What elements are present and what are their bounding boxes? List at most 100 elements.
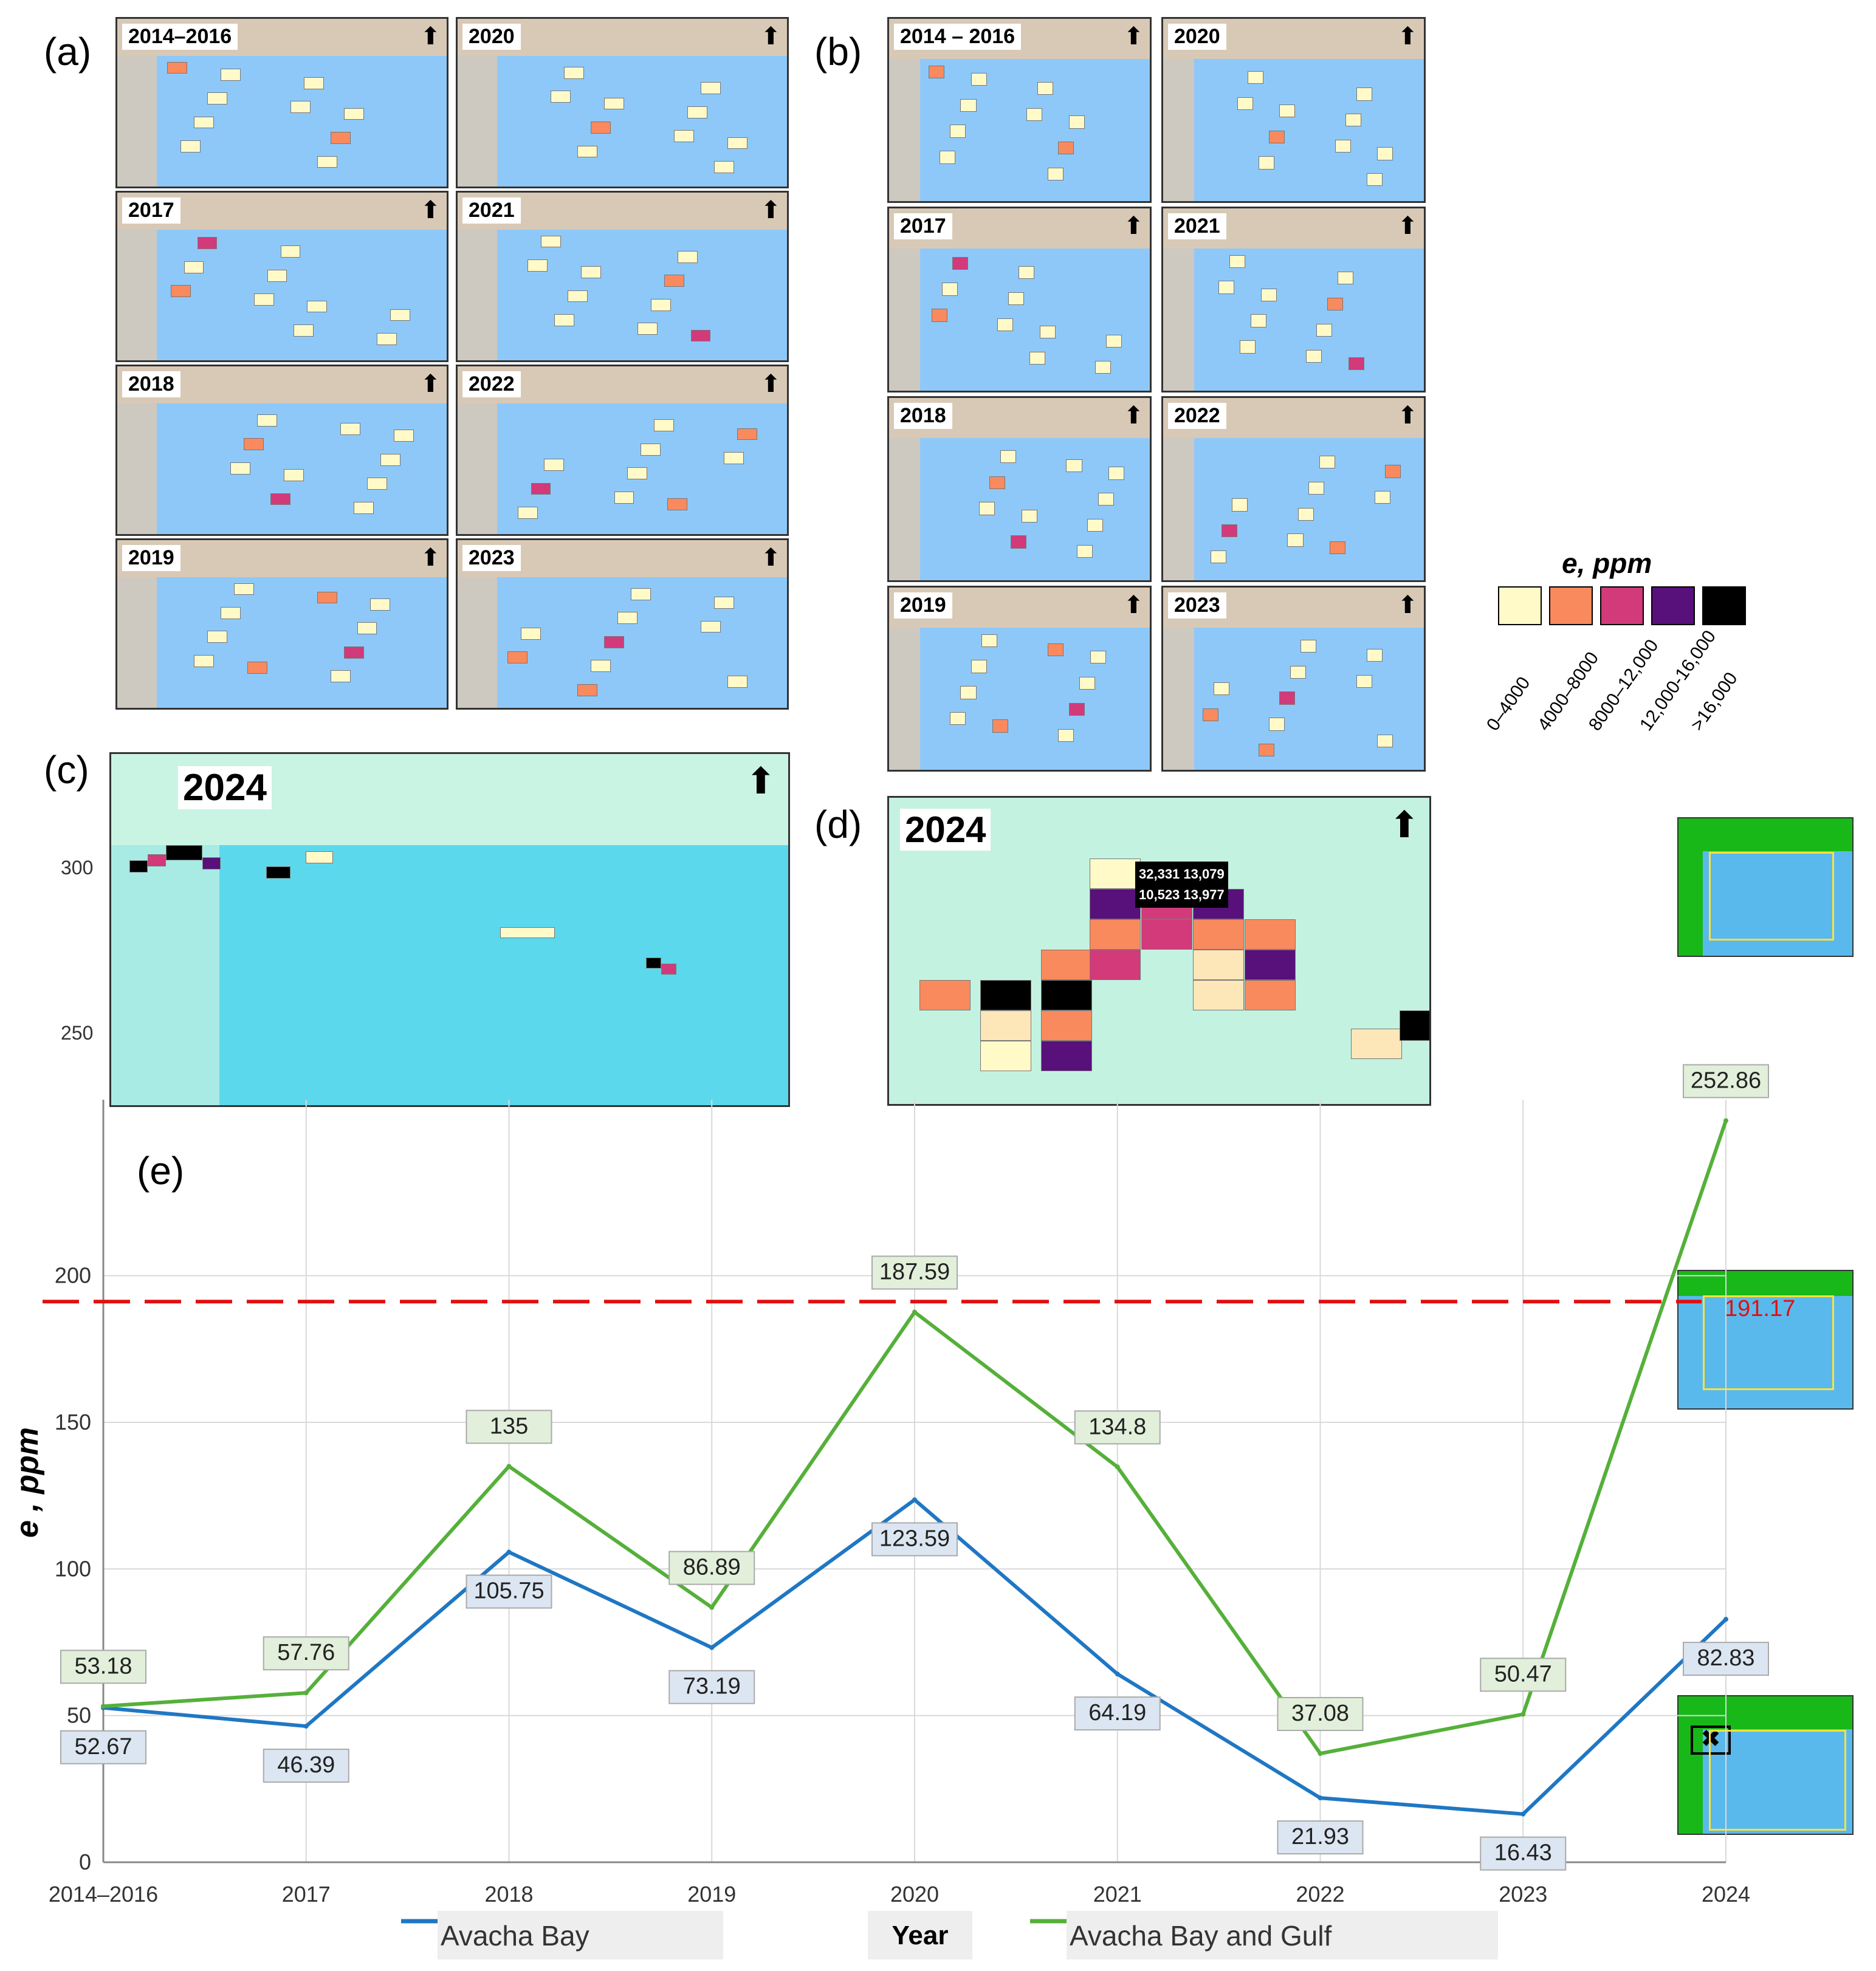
data-label-box	[263, 1636, 349, 1671]
legend-label: >16,000	[1687, 668, 1742, 735]
data-cell	[604, 97, 624, 110]
data-cell	[1330, 541, 1346, 555]
data-point	[1723, 1118, 1728, 1123]
data-label-box	[466, 1410, 552, 1444]
data-cell	[981, 634, 998, 647]
data-cell	[1041, 1010, 1092, 1041]
panel-a-map-2: 2017 ⬆	[115, 191, 448, 362]
panel-d-value: 13,079	[1183, 866, 1225, 882]
data-label-box	[871, 1255, 958, 1290]
data-cell	[343, 108, 364, 120]
data-cell	[1258, 744, 1274, 757]
data-cell	[290, 101, 311, 114]
data-cell	[1041, 950, 1092, 980]
data-cell	[1229, 255, 1245, 268]
map-year-label: 2019	[122, 545, 180, 571]
data-label: 16.43	[1494, 1840, 1552, 1866]
data-cell	[1066, 459, 1082, 473]
data-label: 64.19	[1088, 1700, 1146, 1726]
data-point	[506, 1464, 512, 1469]
north-arrow-icon: ⬆	[1397, 213, 1418, 239]
data-cell	[929, 65, 945, 78]
data-cell	[727, 137, 747, 149]
data-cell	[1250, 314, 1266, 327]
data-cell	[1058, 141, 1074, 155]
data-label: 46.39	[277, 1752, 335, 1778]
data-cell	[577, 684, 598, 696]
map-year-label: 2020	[1168, 24, 1226, 50]
data-cell	[306, 851, 333, 863]
data-label: 105.75	[473, 1579, 544, 1604]
data-label-box	[1480, 1836, 1567, 1871]
data-cell	[1348, 357, 1364, 371]
data-point	[1115, 1464, 1120, 1470]
data-label: 52.67	[74, 1734, 132, 1760]
data-label: 53.18	[74, 1653, 132, 1679]
data-cell	[1029, 351, 1045, 365]
data-cell	[1019, 266, 1035, 279]
north-arrow-icon: ⬆	[1123, 402, 1144, 429]
data-cell	[1279, 691, 1296, 705]
north-arrow-icon: ⬆	[420, 23, 441, 50]
data-cell	[1297, 507, 1314, 521]
panel-label-a: (a)	[44, 30, 92, 74]
data-cell	[377, 333, 397, 345]
data-point	[303, 1690, 309, 1696]
map-year-label: 2021	[1168, 213, 1226, 239]
data-cell	[637, 323, 658, 335]
data-cell	[960, 98, 977, 112]
map-year-label: 2021	[462, 197, 521, 224]
data-cell	[370, 598, 391, 611]
data-cell	[1366, 173, 1383, 187]
legend-swatch	[1549, 586, 1593, 625]
map-year-label: 2017	[122, 197, 180, 224]
data-cell	[564, 66, 585, 79]
data-cell	[687, 106, 707, 118]
data-cell	[1245, 919, 1296, 950]
data-cell	[1269, 718, 1285, 731]
data-cell	[591, 660, 611, 673]
legend-swatch	[1600, 586, 1644, 625]
map-year-label: 2014 – 2016	[894, 24, 1022, 50]
data-cell	[727, 675, 747, 688]
data-cell	[367, 478, 387, 490]
legend-swatch	[1498, 586, 1542, 625]
data-cell	[1269, 130, 1285, 143]
panel-c-tick-250: 250	[61, 1022, 94, 1044]
panel-label-d: (d)	[814, 803, 862, 846]
data-cell	[1375, 491, 1391, 504]
panel-d-value: 13,977	[1183, 887, 1225, 902]
data-point	[101, 1705, 106, 1710]
data-cell	[1232, 498, 1248, 512]
map-year-label: 2019	[894, 592, 952, 619]
map-year-label: 2023	[462, 545, 521, 571]
data-cell	[340, 423, 361, 435]
x-tick-label: 2024	[1702, 1882, 1750, 1907]
data-cell	[1098, 493, 1114, 506]
data-cell	[1026, 108, 1043, 122]
data-cell	[952, 256, 969, 270]
map-year-label: 2023	[1168, 592, 1226, 619]
data-cell	[220, 68, 241, 81]
panel-b-map-7: 2023 ⬆	[1161, 586, 1426, 772]
panel-b-map-2: 2017 ⬆	[887, 207, 1152, 392]
data-cell	[521, 627, 541, 640]
panel-d-year: 2024	[900, 809, 991, 851]
north-arrow-icon: ⬆	[745, 761, 776, 801]
data-cell	[677, 250, 698, 263]
data-cell	[980, 1041, 1031, 1071]
panel-a-map-6: 2019 ⬆	[115, 538, 448, 710]
data-cell	[627, 467, 648, 480]
data-cell	[266, 866, 290, 879]
legend-bg	[438, 1911, 723, 1959]
map-year-label: 2022	[1168, 403, 1226, 429]
data-label-box	[1074, 1410, 1161, 1445]
data-cell	[1008, 292, 1024, 306]
data-cell	[1345, 114, 1362, 127]
data-cell	[207, 631, 227, 643]
data-cell	[202, 857, 221, 869]
panel-b-map-3: 2021 ⬆	[1161, 207, 1426, 392]
data-cell	[713, 161, 734, 173]
data-cell	[307, 300, 328, 313]
data-cell	[1087, 518, 1104, 532]
